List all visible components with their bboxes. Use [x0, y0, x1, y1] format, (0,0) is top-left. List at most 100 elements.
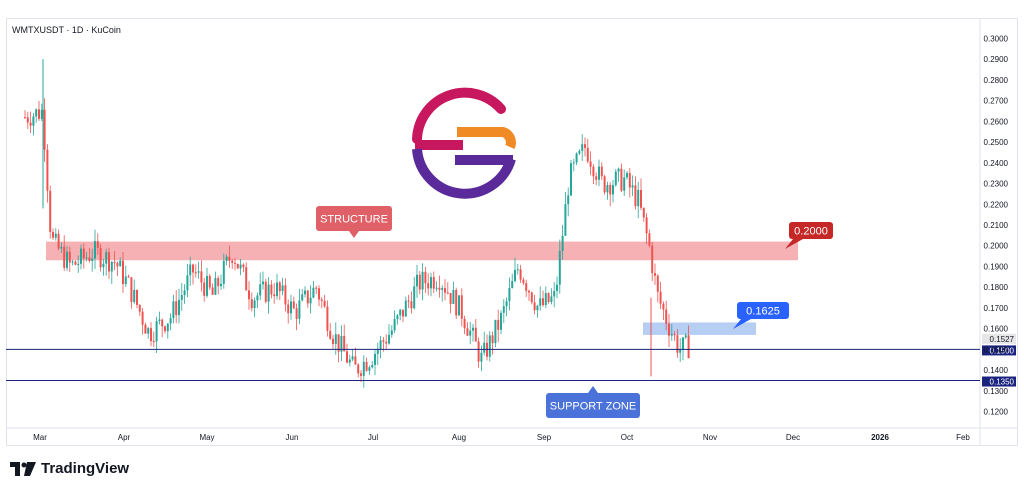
level-2000-label-pointer — [785, 239, 803, 249]
candle-body — [82, 248, 85, 259]
candle-body — [634, 185, 637, 207]
candle-body — [444, 288, 446, 293]
y-tick-label: 0.1300 — [984, 387, 1009, 396]
candle-body — [505, 301, 508, 307]
candle-body — [662, 303, 665, 310]
candle-body — [360, 373, 362, 376]
candle-body — [225, 256, 228, 261]
logo-purple-bar — [455, 155, 513, 165]
candle-body — [102, 263, 105, 268]
y-tick-label: 0.2000 — [984, 242, 1009, 251]
candle-body — [38, 109, 40, 119]
candle-body — [463, 318, 466, 329]
candle-body — [410, 301, 413, 309]
candle-body — [530, 292, 533, 303]
candle-body — [231, 260, 234, 263]
candle-body — [301, 294, 304, 301]
candle-body — [351, 356, 354, 360]
candle-body — [105, 252, 108, 264]
tradingview-brand[interactable]: TradingView — [10, 460, 129, 477]
y-tick-label: 0.2500 — [984, 138, 1009, 147]
candle-body — [665, 309, 668, 324]
candle-body — [332, 338, 334, 344]
level-2000-label: 0.2000 — [785, 222, 833, 249]
candle-body — [687, 335, 690, 359]
candle-body — [402, 309, 404, 317]
candle-body — [432, 277, 435, 289]
logo-bar — [415, 140, 463, 150]
candle-body — [379, 340, 382, 350]
candle-body — [267, 284, 270, 302]
candle-body — [642, 207, 645, 218]
candle-body — [374, 353, 376, 365]
candle-body — [483, 342, 486, 353]
candle-body — [539, 298, 542, 306]
candle-body — [186, 275, 189, 291]
x-tick-label: Nov — [703, 433, 717, 442]
candle-body — [343, 335, 346, 352]
candle-body — [438, 287, 441, 290]
candle-body — [525, 283, 528, 291]
candle-body — [46, 149, 49, 191]
candle-body — [320, 299, 323, 301]
candle-body — [595, 176, 598, 180]
x-tick-label: Dec — [786, 433, 800, 442]
candle-body — [631, 185, 634, 188]
candle-body — [497, 319, 500, 330]
candle-body — [418, 274, 421, 290]
candle-body — [312, 287, 315, 298]
candle-body — [68, 251, 71, 263]
candle-body — [298, 300, 301, 319]
candle-body — [144, 324, 147, 334]
candle-body — [480, 352, 483, 362]
candle-body — [178, 299, 180, 316]
level-2000-label-box — [789, 222, 833, 239]
candle-body — [365, 361, 368, 371]
candle-body — [256, 295, 259, 301]
candle-body — [334, 334, 337, 344]
y-tick-label: 0.1900 — [984, 262, 1009, 271]
candle-body — [292, 301, 295, 309]
x-tick-label: Mar — [33, 433, 47, 442]
logo-lower-arc — [412, 148, 516, 199]
candle-body — [315, 287, 318, 289]
candle-body — [211, 287, 214, 295]
candle-body — [329, 330, 332, 339]
candle-body — [214, 278, 217, 295]
candle-body — [206, 276, 208, 296]
candle-body — [217, 278, 220, 287]
candle-body — [469, 330, 472, 336]
candle-body — [228, 256, 231, 261]
x-tick-label: Sep — [537, 433, 552, 442]
level-1625-label-text: 0.1625 — [746, 306, 780, 318]
candle-body — [138, 304, 141, 312]
price-tag-label: 0.1527 — [990, 335, 1015, 344]
logo-orange-hook — [457, 127, 516, 150]
structure-label-box — [316, 206, 392, 231]
level-1625-label-pointer — [733, 319, 751, 329]
candle-body — [113, 262, 116, 264]
y-tick-label: 0.1600 — [984, 325, 1009, 334]
candle-body — [189, 264, 192, 276]
price-tag — [982, 333, 1016, 344]
y-tick-label: 0.3000 — [984, 34, 1009, 43]
candle-body — [584, 144, 586, 148]
candle-body — [682, 337, 684, 350]
candle-body — [407, 300, 410, 302]
y-tick-label: 0.1700 — [984, 304, 1009, 313]
candle-body — [96, 241, 99, 248]
price-tag — [982, 345, 1016, 356]
candle-body — [668, 323, 670, 336]
candle-body — [637, 189, 640, 207]
candle-body — [57, 233, 60, 249]
candle-body — [603, 176, 606, 193]
candle-body — [85, 257, 88, 259]
candle-body — [43, 109, 46, 150]
candle-body — [421, 271, 424, 290]
candle-body — [323, 300, 326, 307]
candle-body — [376, 349, 379, 354]
candle-body — [346, 351, 348, 363]
candle-body — [234, 262, 236, 264]
candle-body — [245, 267, 248, 291]
